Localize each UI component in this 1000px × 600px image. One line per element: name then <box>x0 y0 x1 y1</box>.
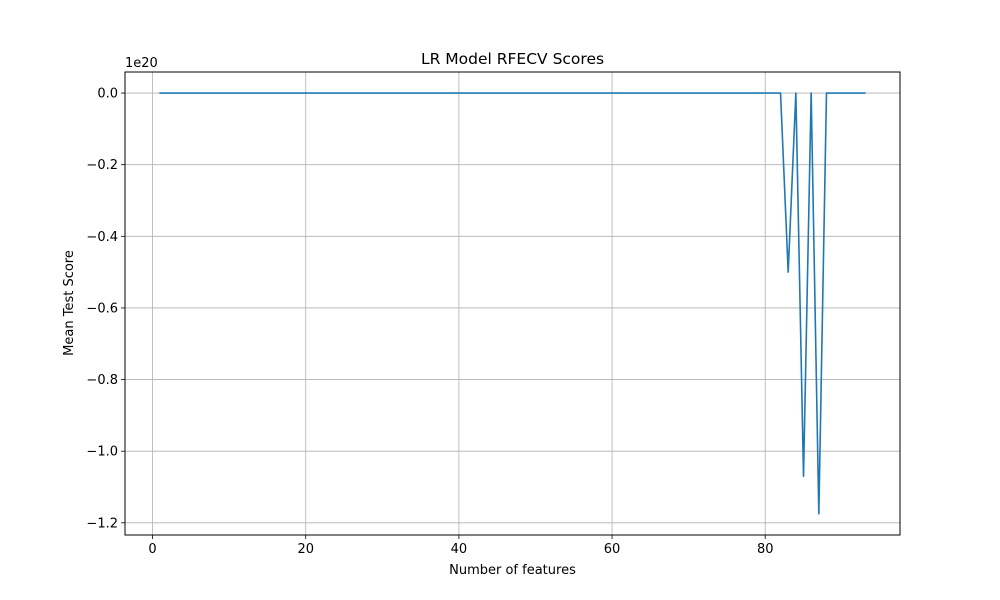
y-offset-label: 1e20 <box>125 56 158 71</box>
y-tick-label: −1.0 <box>86 445 118 460</box>
chart-title: LR Model RFECV Scores <box>421 50 604 68</box>
y-tick-label: −0.2 <box>86 158 118 173</box>
grid-lines <box>125 72 900 535</box>
y-tick-label: −1.2 <box>86 516 118 531</box>
x-tick-label: 40 <box>451 542 468 557</box>
series-layer <box>159 92 866 515</box>
x-tick-label: 20 <box>297 542 314 557</box>
y-axis-label: Mean Test Score <box>62 250 77 356</box>
y-tick-label: −0.8 <box>86 373 118 388</box>
x-tick-label: 80 <box>757 542 774 557</box>
x-tick-label: 60 <box>604 542 621 557</box>
x-axis-label: Number of features <box>449 563 576 578</box>
y-tick-label: −0.6 <box>86 301 118 316</box>
series-line-0 <box>159 92 866 515</box>
y-tick-label: 0.0 <box>97 87 118 102</box>
x-tick-label: 0 <box>148 542 156 557</box>
y-tick-label: −0.4 <box>86 230 118 245</box>
ticks: 0 20 40 60 80 0.0 −0.2 −0.4 −0.6 −0.8 −1.0 −1.2 <box>86 87 773 557</box>
plot-frame <box>124 71 901 536</box>
